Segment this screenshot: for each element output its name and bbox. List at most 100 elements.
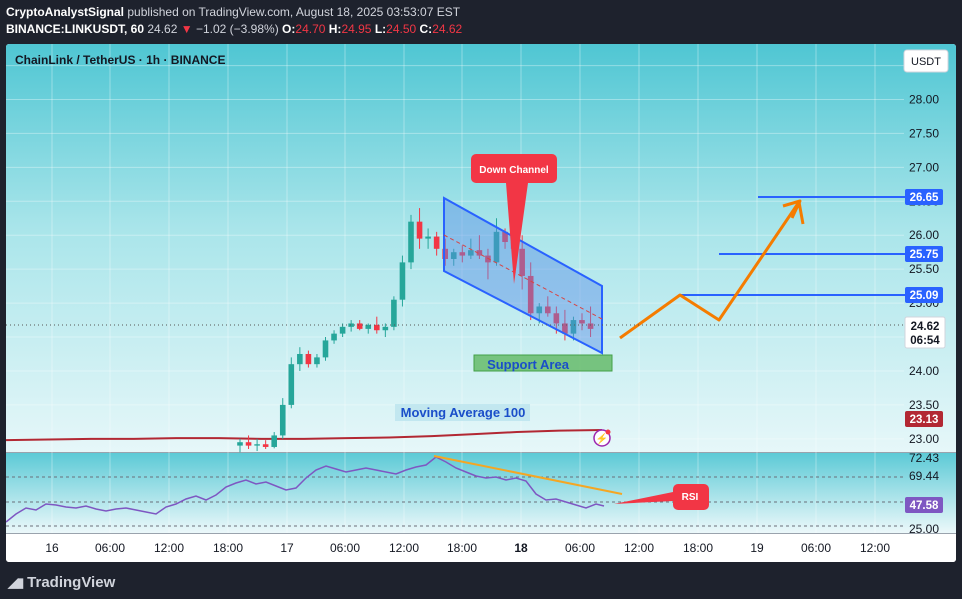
candle-body[interactable] — [416, 221, 423, 239]
time-axis-label: 18:00 — [683, 541, 713, 555]
candle-body[interactable] — [348, 323, 354, 327]
candle-body[interactable] — [545, 306, 551, 314]
rsi-axis-label: 72.43 — [909, 451, 939, 465]
chart-title: ChainLink / TetherUS · 1h · BINANCE — [15, 53, 225, 67]
candles-layer — [237, 208, 594, 453]
tradingview-logo[interactable]: ◢▮ TradingView — [8, 574, 116, 591]
candle-body[interactable] — [339, 326, 346, 334]
moving-average-label: Moving Average 100 — [401, 405, 526, 420]
price-tag-target2-text: 25.75 — [910, 249, 939, 261]
candle-body[interactable] — [374, 324, 380, 331]
time-axis-label: 19 — [750, 541, 764, 555]
lightning-glyph-icon: ⚡ — [596, 432, 608, 445]
candle-body[interactable] — [433, 236, 440, 249]
time-axis-label: 12:00 — [389, 541, 419, 555]
candle-body[interactable] — [527, 275, 534, 314]
down-channel[interactable] — [443, 196, 603, 355]
candle-body[interactable] — [502, 231, 508, 243]
candle-body[interactable] — [579, 320, 585, 324]
candle-body[interactable] — [237, 442, 243, 446]
candle-body[interactable] — [442, 248, 448, 259]
time-axis-label: 18:00 — [447, 541, 477, 555]
currency-button[interactable] — [903, 49, 949, 73]
open-value: 24.70 — [295, 22, 326, 36]
chart-frame[interactable]: Support Area Down Channel Moving Average… — [6, 44, 956, 562]
symbol-line: BINANCE:LINKUSDT, 60 24.62 ▼ −1.02 (−3.9… — [6, 22, 462, 36]
moving-average-100-line[interactable] — [6, 428, 603, 442]
ma-price-tag — [905, 411, 943, 427]
candle-body[interactable] — [305, 353, 312, 365]
candle-body[interactable] — [365, 324, 372, 329]
candle-body[interactable] — [391, 299, 397, 327]
main-pane-background — [6, 44, 956, 452]
rsi-divergence-line[interactable] — [433, 455, 623, 495]
publish-line: CryptoAnalystSignal published on Trading… — [6, 5, 460, 19]
candle-body[interactable] — [468, 250, 474, 256]
down-channel-callout[interactable] — [471, 154, 557, 284]
candle-body[interactable] — [331, 333, 337, 341]
candle-body[interactable] — [356, 323, 363, 329]
time-axis-labels[interactable]: 16 06:00 12:00 18:00 17 06:00 12:00 18:00 18 06:0… — [45, 541, 890, 555]
support-area-box[interactable] — [473, 354, 613, 372]
price-tag-target1-text: 25.09 — [910, 290, 939, 302]
author-name[interactable]: CryptoAnalystSignal — [6, 5, 125, 19]
candle-body[interactable] — [493, 231, 500, 263]
price-axis-label: 23.50 — [909, 398, 939, 412]
candle-body[interactable] — [382, 326, 389, 331]
candle-body[interactable] — [450, 252, 457, 259]
last-price-tag-text: 24.62 — [911, 321, 940, 333]
last-price-tag — [904, 316, 946, 349]
candle-body[interactable] — [314, 357, 320, 365]
candle-body[interactable] — [536, 306, 543, 314]
down-channel-label: Down Channel — [479, 165, 549, 176]
projection-path[interactable] — [619, 200, 805, 340]
price-tag-target3 — [905, 189, 943, 205]
candle-body[interactable] — [322, 340, 329, 358]
last-price: 24.62 — [147, 22, 178, 36]
currency-button-label: USDT — [911, 56, 941, 68]
candle-body[interactable] — [562, 323, 568, 334]
candle-body[interactable] — [485, 255, 491, 263]
candle-body[interactable] — [519, 248, 525, 276]
candle-body[interactable] — [587, 323, 594, 329]
candle-body[interactable] — [271, 435, 277, 447]
time-axis-label: 18 — [514, 541, 528, 555]
rsi-value-tag-text: 47.58 — [910, 500, 939, 512]
published-text: published on TradingView.com, August 18,… — [127, 5, 461, 19]
rsi-axis-labels: 72.43 69.44 25.00 — [909, 451, 939, 536]
candle-body[interactable] — [297, 353, 303, 365]
candle-body[interactable] — [570, 320, 577, 334]
price-axis-label: 26.00 — [909, 228, 939, 242]
moving-average-label-box — [395, 404, 530, 421]
price-tag-target3-text: 26.65 — [910, 192, 939, 204]
time-axis-label: 12:00 — [624, 541, 654, 555]
time-axis-label: 06:00 — [565, 541, 595, 555]
ma-price-tag-text: 23.13 — [910, 414, 939, 426]
candle-body[interactable] — [408, 221, 414, 263]
candle-body[interactable] — [288, 364, 295, 405]
rsi-callout[interactable] — [614, 484, 709, 510]
candle-body[interactable] — [262, 444, 269, 447]
flash-alert-icon[interactable] — [593, 429, 611, 447]
candle-body[interactable] — [425, 236, 431, 239]
candle-body[interactable] — [553, 313, 560, 324]
rsi-line[interactable] — [6, 456, 605, 523]
price-axis-label: 27.00 — [909, 160, 939, 174]
time-axis-label: 17 — [280, 541, 294, 555]
time-axis-label: 12:00 — [860, 541, 890, 555]
price-axis-label: 28.00 — [909, 93, 939, 107]
candle-body[interactable] — [279, 404, 286, 436]
candle-body[interactable] — [245, 442, 252, 446]
time-axis-label: 06:00 — [330, 541, 360, 555]
rsi-callout-label: RSI — [682, 492, 699, 503]
candle-body[interactable] — [399, 262, 406, 300]
candle-body[interactable] — [476, 250, 483, 256]
price-tag-target2 — [905, 246, 943, 262]
high-value: 24.95 — [341, 22, 372, 36]
rsi-value-tag — [905, 497, 943, 513]
candle-body[interactable] — [254, 444, 260, 446]
down-channel-midline — [443, 234, 603, 320]
close-label: C: — [419, 22, 433, 36]
chart-svg[interactable]: Support Area Down Channel Moving Average… — [6, 44, 956, 562]
candle-body[interactable] — [459, 252, 466, 256]
